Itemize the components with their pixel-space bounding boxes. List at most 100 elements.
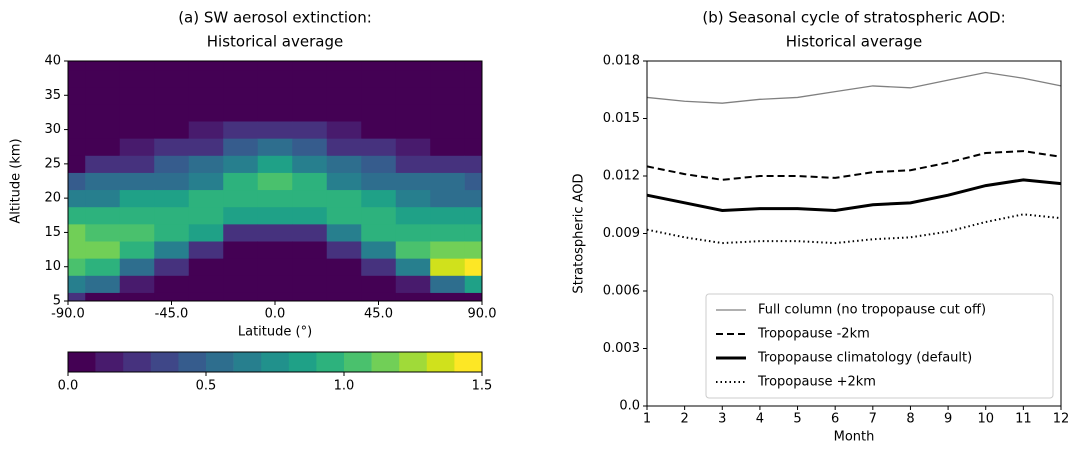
contour-cell xyxy=(223,292,259,301)
x-axis-label: Latitude (°) xyxy=(238,325,312,340)
contour-cell xyxy=(395,241,431,259)
contour-cell xyxy=(326,258,362,276)
contour-cell xyxy=(223,138,259,156)
contour-cell xyxy=(257,275,293,293)
contour-cell xyxy=(68,189,86,208)
contour-cell xyxy=(292,189,328,208)
contour-cell xyxy=(361,86,397,105)
contour-cell xyxy=(430,189,466,208)
contour-cell xyxy=(85,223,121,242)
x-tick-label: 4 xyxy=(756,412,764,427)
contour-cell xyxy=(464,69,482,88)
contour-cell xyxy=(119,258,155,276)
contour-cell xyxy=(464,86,482,105)
contour-cell xyxy=(395,206,431,225)
contour-cell xyxy=(223,155,259,173)
contour-cell xyxy=(395,86,431,105)
contour-cell xyxy=(326,292,362,301)
contour-cell xyxy=(292,69,328,88)
contour-cell xyxy=(119,223,155,242)
contour-cell xyxy=(464,121,482,139)
contour-cell xyxy=(395,275,431,293)
contour-cell xyxy=(257,138,293,156)
y-tick-label: 0.0 xyxy=(619,399,640,414)
contour-cell xyxy=(326,138,362,156)
colorbar-tick-label: 1.5 xyxy=(472,379,493,394)
data-line xyxy=(646,213,1062,245)
contour-cell xyxy=(361,292,397,301)
contour-cell xyxy=(85,138,121,156)
contour-cell xyxy=(430,155,466,173)
contour-cell xyxy=(326,155,362,173)
contour-cell xyxy=(257,69,293,88)
contour-cell xyxy=(85,61,121,71)
contour-cell xyxy=(326,103,362,122)
contour-cell xyxy=(188,155,224,173)
x-tick-label: 0.0 xyxy=(265,307,286,322)
contour-cell xyxy=(430,275,466,293)
colorbar-swatch xyxy=(95,352,124,372)
contour-cell xyxy=(154,258,190,276)
colorbar-swatch xyxy=(206,352,234,372)
contour-cell xyxy=(292,155,328,173)
contour-cell xyxy=(257,292,293,301)
contour-cell xyxy=(68,121,86,139)
contour-cell xyxy=(257,223,293,242)
contour-cell xyxy=(119,275,155,293)
contour-cell xyxy=(361,241,397,259)
contour-cell xyxy=(395,69,431,88)
x-tick-label: 5 xyxy=(793,412,801,427)
colorbar-swatch xyxy=(150,352,179,372)
contour-cell xyxy=(188,86,224,105)
contour-cell xyxy=(326,189,362,208)
contour-cell xyxy=(464,258,482,276)
contour-cell xyxy=(464,206,482,225)
data-line xyxy=(646,71,1062,104)
contour-cell xyxy=(188,121,224,139)
contour-cell xyxy=(361,189,397,208)
contour-cell xyxy=(85,258,121,276)
contour-cell xyxy=(119,241,155,259)
contour-cell xyxy=(257,206,293,225)
colorbar-tick-label: 1.0 xyxy=(334,379,355,394)
contour-cell xyxy=(119,172,155,191)
contour-cell xyxy=(223,241,259,259)
contour-cell xyxy=(85,241,121,259)
contour-cell xyxy=(430,172,466,191)
colorbar-swatch xyxy=(123,352,152,372)
y-tick-label: 15 xyxy=(44,225,61,240)
contour-cell xyxy=(464,241,482,259)
contour-cell xyxy=(464,223,482,242)
contour-cell xyxy=(292,241,328,259)
contour-cell xyxy=(68,223,86,242)
contour-cell xyxy=(85,103,121,122)
contour-cell xyxy=(361,61,397,71)
contour-cell xyxy=(326,241,362,259)
data-line xyxy=(646,150,1062,181)
legend-box xyxy=(705,293,1054,399)
y-tick-label: 0.015 xyxy=(603,111,640,126)
contour-cell xyxy=(85,121,121,139)
y-tick-label: 20 xyxy=(44,191,61,206)
contour-cell xyxy=(119,69,155,88)
contour-cell xyxy=(154,155,190,173)
contour-cell xyxy=(154,121,190,139)
contour-cell xyxy=(188,172,224,191)
contour-cell xyxy=(395,61,431,71)
contour-cell xyxy=(223,206,259,225)
contour-cell xyxy=(361,275,397,293)
contour-cell xyxy=(292,223,328,242)
plot-frame xyxy=(646,60,1062,407)
colorbar-swatch xyxy=(68,352,96,372)
contour-cell xyxy=(68,292,86,301)
contour-cell xyxy=(68,206,86,225)
contour-cell xyxy=(85,155,121,173)
contour-cell xyxy=(154,138,190,156)
contour-cell xyxy=(223,189,259,208)
contour-cell xyxy=(223,258,259,276)
contour-cell xyxy=(361,121,397,139)
contour-cell xyxy=(395,155,431,173)
contour-cell xyxy=(257,103,293,122)
contour-cell xyxy=(85,86,121,105)
